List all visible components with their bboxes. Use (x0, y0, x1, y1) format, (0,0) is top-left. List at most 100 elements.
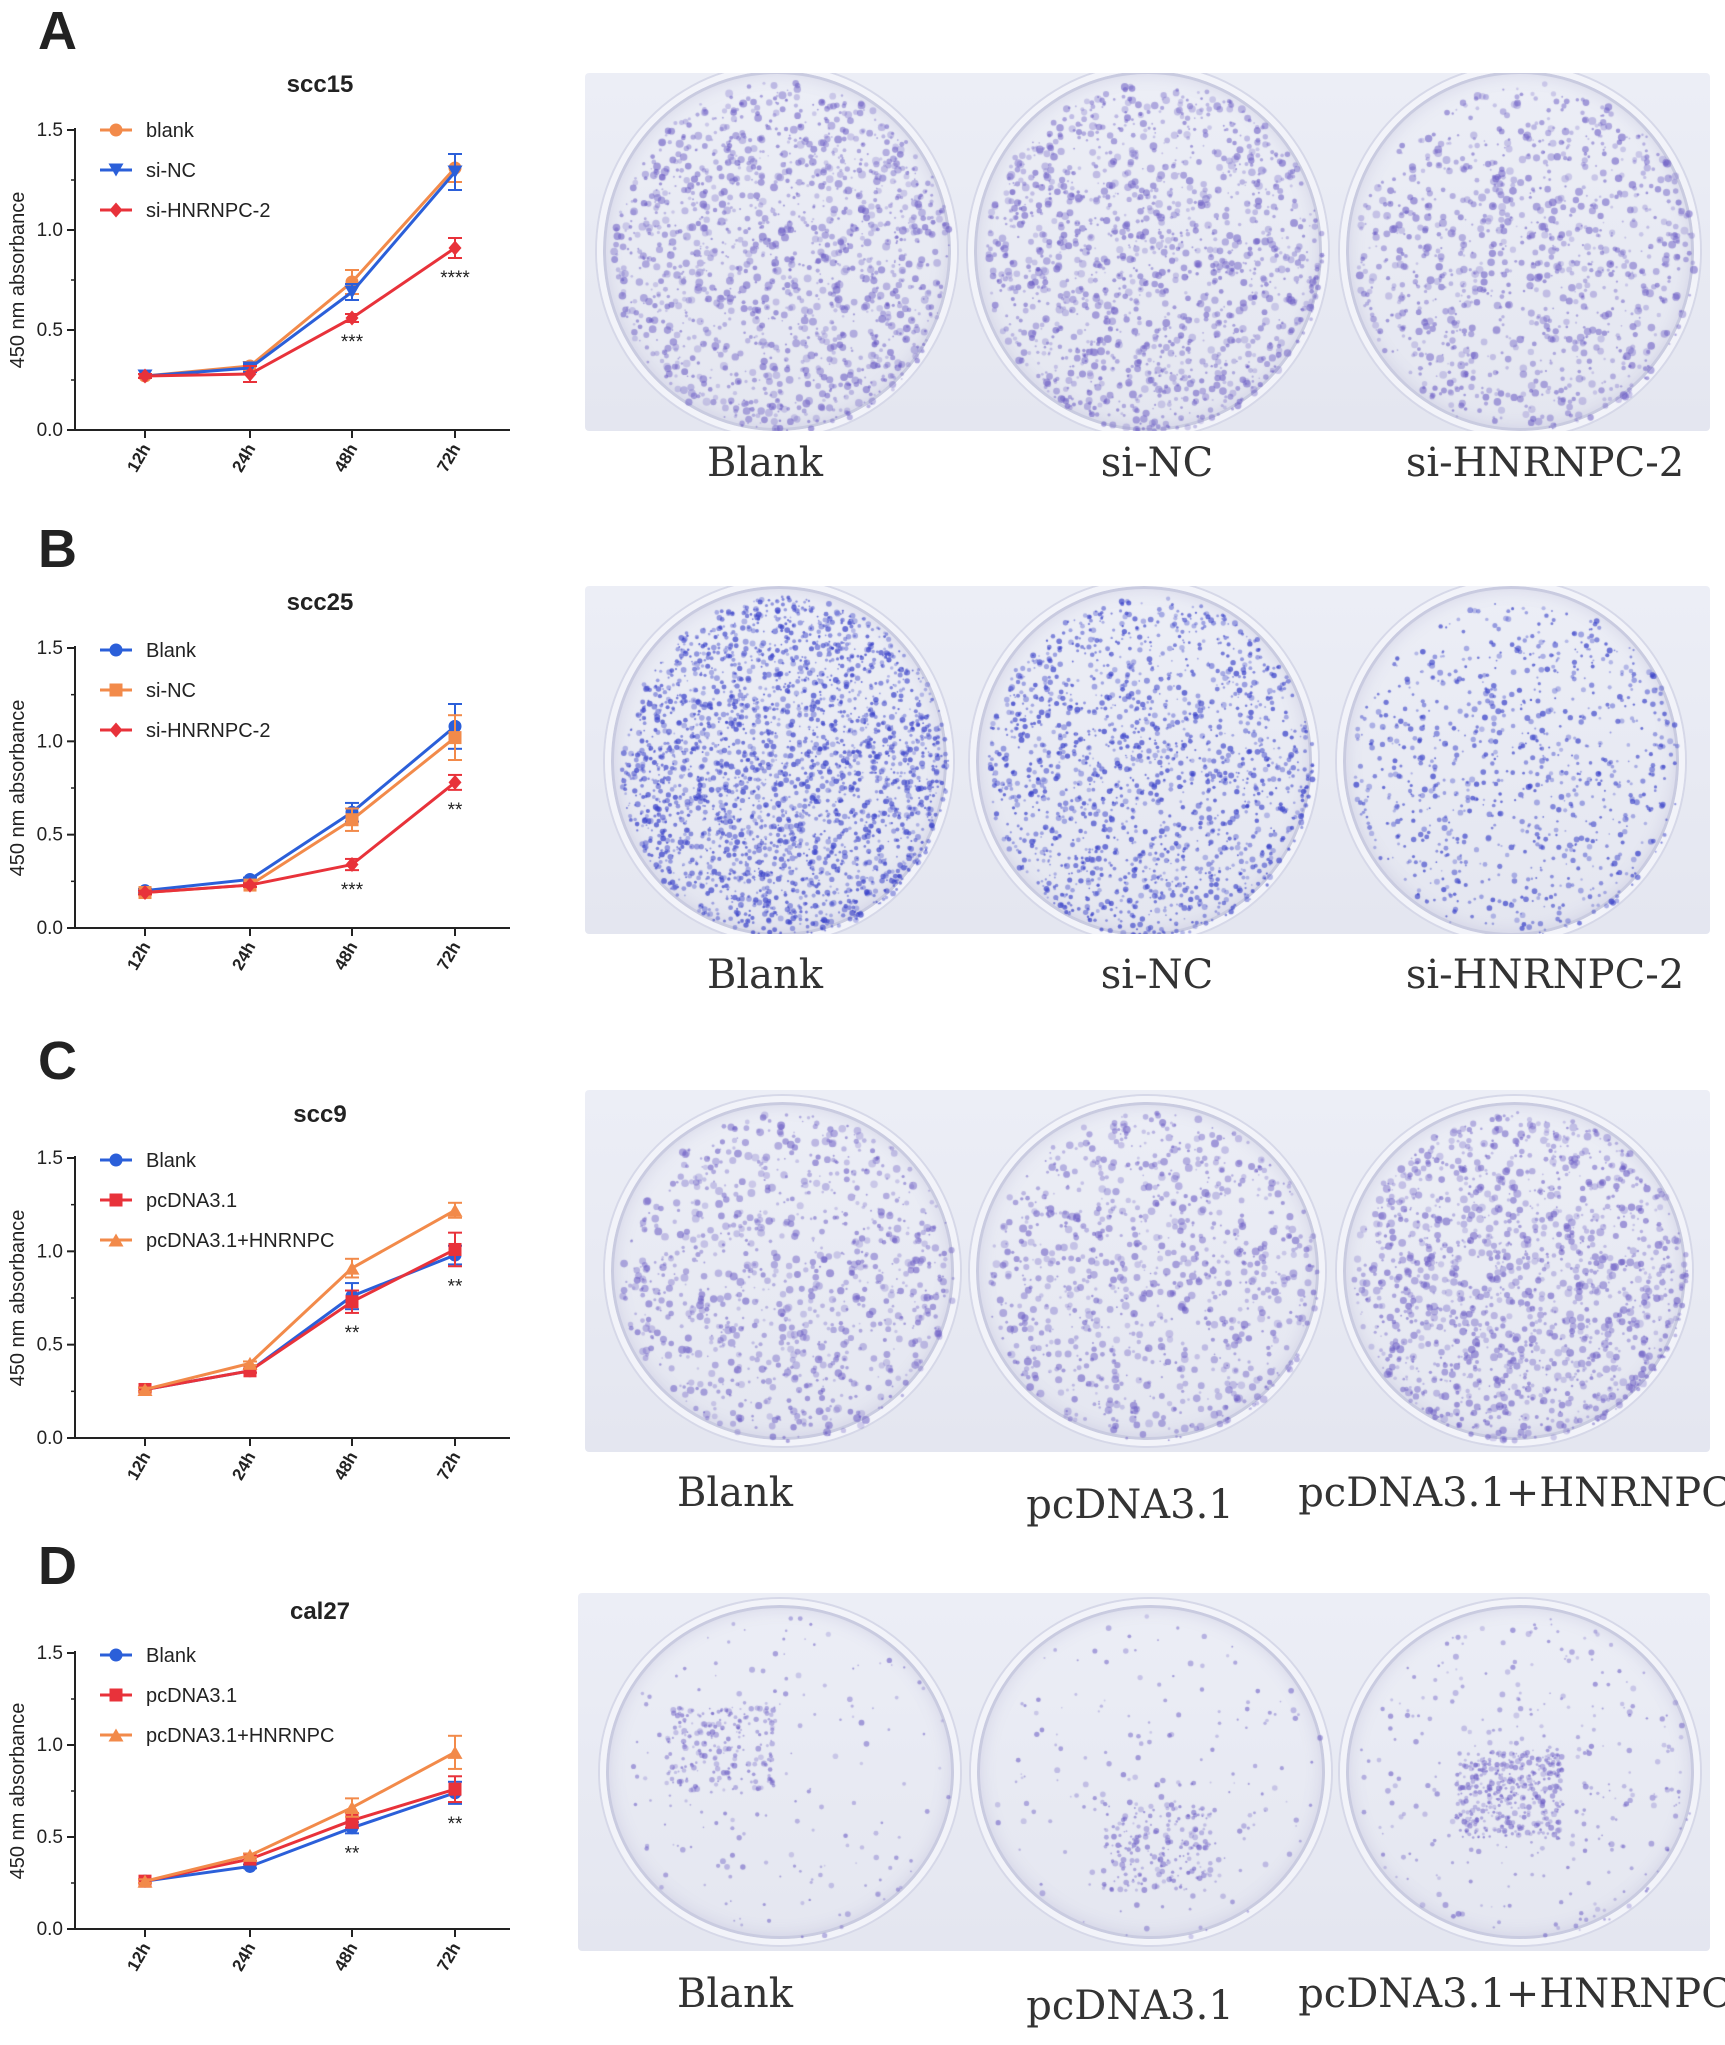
colony-plate (585, 586, 1710, 934)
x-tick-label: 12h (123, 939, 154, 974)
panel-a: A scc15 0.0 0.5 1.0 1.5 450 nm absorbance 12h 2… (0, 0, 1725, 510)
well (970, 1096, 1331, 1452)
data-point (109, 202, 123, 218)
series-line (144, 246, 456, 378)
y-tick-label: 1.5 (37, 120, 63, 141)
y-tick-label: 1.5 (37, 1148, 63, 1169)
colony-plate (585, 73, 1710, 431)
data-point (344, 1801, 360, 1815)
well-label: si-NC (1100, 952, 1214, 998)
colony-speckles (611, 1102, 966, 1452)
x-tick-label: 24h (228, 1940, 259, 1975)
data-point (109, 1648, 123, 1662)
x-tick-label: 12h (123, 1940, 154, 1975)
colony-spots (611, 1102, 966, 1452)
colony-spots (1346, 1605, 1706, 1951)
data-point (448, 731, 462, 745)
colony-speckles (611, 586, 959, 934)
data-point (109, 722, 123, 738)
line-chart: scc25 0.0 0.5 1.0 1.5 450 nm absorbance 12h 24h… (7, 589, 510, 974)
data-point (345, 813, 359, 827)
y-tick-label: 0.0 (37, 1919, 63, 1940)
y-tick-label: 1.0 (37, 220, 63, 241)
x-tick-label: 72h (433, 441, 464, 476)
series-line (144, 725, 456, 893)
legend-label: si-NC (146, 160, 196, 182)
x-tick-label: 48h (330, 939, 361, 974)
colony-speckles (977, 1605, 1337, 1951)
colony-speckles (1346, 73, 1706, 431)
chart-title: scc25 (287, 589, 354, 616)
y-tick-label: 1.5 (37, 638, 63, 659)
legend-label: si-NC (146, 680, 196, 702)
series-line (144, 1751, 456, 1883)
colony-speckles (606, 1605, 966, 1951)
colony-spots (976, 1102, 1331, 1452)
series-line (144, 1791, 456, 1883)
data-point (109, 123, 123, 137)
data-point (109, 1153, 123, 1167)
x-tick-label: 72h (433, 1940, 464, 1975)
legend-label: Blank (146, 1645, 197, 1667)
chart-title: cal27 (290, 1598, 350, 1625)
legend-label: si-HNRNPC-2 (146, 200, 270, 222)
y-tick-label: 0.0 (37, 420, 63, 441)
panel-d: D cal27 0.0 0.5 1.0 1.5 450 nm absorbance 12h 2… (0, 1535, 1725, 2045)
well (1337, 586, 1691, 934)
well (597, 73, 963, 431)
x-tick-label: 24h (228, 441, 259, 476)
panel-letter: C (38, 1031, 77, 1091)
y-tick-label: 0.5 (37, 825, 63, 846)
significance-mark: ** (448, 1814, 463, 1835)
data-point (345, 275, 359, 289)
colony-spots (606, 1605, 966, 1951)
data-point (137, 1382, 153, 1396)
data-point (447, 165, 463, 179)
well-label: pcDNA3.1+HNRNPC (1298, 1470, 1725, 1516)
x-tick-label: 48h (330, 1449, 361, 1484)
well-label: pcDNA3.1+HNRNPC (1298, 1971, 1725, 2017)
significance-mark: ** (448, 1276, 463, 1297)
y-tick-label: 0.0 (37, 1428, 63, 1449)
data-point (345, 1295, 359, 1309)
data-point (108, 1233, 124, 1247)
line-chart: cal27 0.0 0.5 1.0 1.5 450 nm absorbance 12h 24h… (7, 1598, 510, 1975)
y-tick-label: 1.5 (37, 1643, 63, 1664)
well (600, 1599, 966, 1951)
y-axis-label: 450 nm absorbance (7, 1210, 29, 1387)
well (1340, 1599, 1706, 1951)
well (605, 586, 959, 934)
data-point (243, 366, 257, 382)
significance-mark: **** (440, 268, 470, 289)
panel-letter: A (38, 1, 77, 61)
series-line (144, 1248, 456, 1391)
data-point (108, 163, 124, 177)
data-point (448, 1242, 462, 1256)
y-tick-label: 0.0 (37, 918, 63, 939)
y-axis-label: 450 nm absorbance (7, 700, 29, 877)
series-line (144, 1787, 456, 1883)
colony-spots (974, 73, 1334, 431)
well-label: pcDNA3.1 (1026, 1983, 1234, 2029)
well-label: Blank (706, 952, 824, 998)
data-point (345, 857, 359, 873)
series-line (144, 781, 456, 895)
panel-letter: D (38, 1536, 77, 1596)
well-label: Blank (676, 1971, 794, 2017)
legend-label: pcDNA3.1 (146, 1190, 237, 1212)
y-tick-label: 0.5 (37, 1827, 63, 1848)
colony-spots (976, 586, 1324, 934)
y-tick-label: 1.0 (37, 1241, 63, 1262)
colony-speckles (974, 73, 1334, 431)
well-label: Blank (676, 1470, 794, 1516)
data-point (448, 774, 462, 790)
significance-mark: ** (345, 1323, 360, 1344)
colony-spots (1346, 73, 1706, 431)
colony-speckles (976, 586, 1324, 934)
colony-speckles (1346, 1605, 1706, 1951)
y-tick-label: 0.5 (37, 1335, 63, 1356)
data-point (447, 1745, 463, 1759)
colony-spots (611, 586, 959, 934)
well-label: pcDNA3.1 (1026, 1482, 1234, 1528)
data-point (344, 285, 360, 299)
